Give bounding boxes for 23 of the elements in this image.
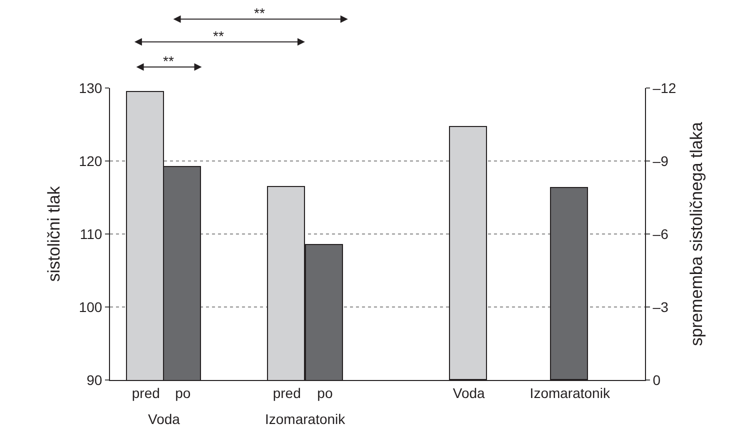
text: Voda <box>148 411 180 427</box>
y2-tick-label: –9 <box>652 152 669 169</box>
y-tick-label: 120 <box>78 152 102 169</box>
y2-tick-label: –6 <box>652 226 669 242</box>
x-tick-label: Izomaratonik <box>530 384 611 401</box>
y-axis-title: sistolični tlak <box>44 186 64 282</box>
x-tick-label: Voda <box>452 384 486 401</box>
y2-tick-label: 0 <box>652 372 661 388</box>
text: ** <box>254 5 266 21</box>
y2-tick-label: –12 <box>652 80 676 96</box>
x-tick-label: po <box>175 384 191 401</box>
x-tick-label: pred <box>132 384 160 401</box>
text: ** <box>213 28 224 44</box>
x-tick-label: pred <box>272 384 301 401</box>
y-tick-label: 110 <box>80 226 102 242</box>
text: ** <box>163 53 174 69</box>
y2-axis-title: sprememba sistoličnega tlaka <box>686 121 706 346</box>
y-tick-label: 100 <box>78 298 102 315</box>
text: Izomaratonik <box>265 411 346 427</box>
y-tick-label: 90 <box>86 372 102 388</box>
x-tick-label: po <box>317 384 333 401</box>
y2-tick-label: –3 <box>652 298 669 315</box>
y-tick-label: 130 <box>78 80 102 96</box>
